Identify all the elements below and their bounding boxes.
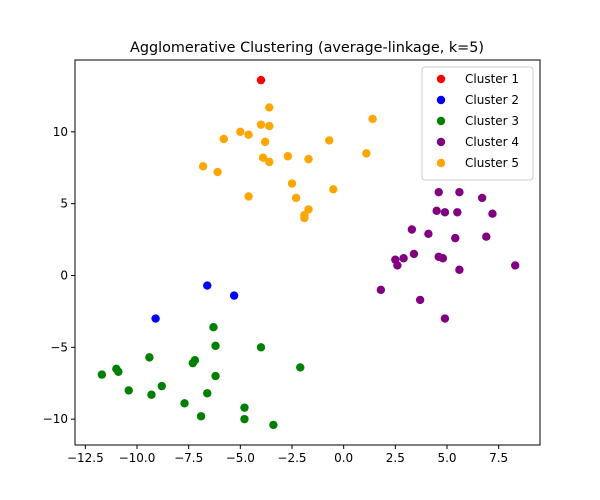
data-point (244, 130, 253, 139)
legend-label: Cluster 1 (465, 72, 519, 86)
x-tick-label: 5.0 (437, 451, 456, 465)
data-point (440, 314, 450, 323)
data-point (269, 420, 278, 430)
data-point (211, 341, 220, 351)
data-point (258, 153, 268, 162)
data-point (415, 295, 425, 305)
y-tick-label: 5 (60, 197, 68, 211)
data-point (196, 412, 206, 421)
x-tick-label: 2.5 (386, 451, 405, 465)
data-point (256, 120, 266, 129)
data-point (124, 386, 133, 395)
data-point (453, 208, 462, 217)
legend-marker (436, 137, 446, 147)
data-point (114, 367, 123, 376)
x-tick-label: 7.5 (489, 451, 508, 465)
data-point (296, 363, 305, 372)
data-point (265, 157, 274, 167)
data-point (325, 136, 334, 145)
data-point (432, 206, 441, 216)
plot-frame (74, 59, 541, 446)
legend: Cluster 1 Cluster 2 Cluster 3 Cluster 4 Clus… (421, 66, 534, 181)
x-axis: −12.5 −10.0 −7.5 −5.0 −2.5 0.0 2.5 5.0 7.5 (67, 445, 508, 465)
data-point (157, 381, 166, 391)
x-tick-label: 0.0 (334, 451, 353, 465)
data-point (256, 75, 266, 85)
data-point (287, 179, 297, 188)
data-point (362, 149, 371, 158)
data-point (488, 209, 497, 218)
data-point (188, 358, 197, 368)
data-point (376, 285, 386, 295)
x-tick-label: −7.5 (174, 451, 203, 465)
data-point (260, 137, 270, 147)
data-point (409, 249, 419, 259)
legend-marker (436, 158, 446, 168)
data-point (203, 281, 212, 290)
data-point (283, 152, 293, 161)
data-point (240, 414, 249, 424)
data-point (393, 261, 402, 270)
points-layer (97, 75, 520, 430)
x-tick-label: −2.5 (277, 451, 306, 465)
data-point (236, 127, 245, 137)
legend-label: Cluster 4 (465, 135, 519, 149)
data-point (219, 134, 228, 144)
data-point (244, 192, 253, 201)
data-point (203, 389, 212, 398)
y-tick-label: −5 (50, 340, 68, 354)
data-point (151, 314, 160, 323)
legend-marker (436, 95, 446, 105)
data-point (291, 193, 301, 203)
chart-title: Agglomerative Clustering (average-linkag… (130, 40, 484, 56)
data-point (198, 162, 208, 171)
data-point (407, 225, 417, 234)
data-point (455, 265, 464, 274)
data-point (240, 403, 249, 412)
legend-marker (436, 116, 446, 126)
y-tick-label: 10 (53, 125, 68, 139)
legend-marker (436, 74, 446, 84)
legend-label: Cluster 3 (465, 114, 519, 128)
y-axis: −10 −5 0 5 10 (43, 125, 75, 426)
data-point (451, 233, 460, 243)
data-point (209, 323, 218, 332)
data-point (424, 229, 433, 239)
data-point (438, 254, 448, 263)
data-point (440, 208, 450, 217)
data-point (265, 103, 274, 112)
data-point (147, 390, 156, 399)
data-point (97, 370, 107, 379)
legend-box (421, 66, 534, 181)
data-point (368, 114, 377, 124)
data-point (399, 254, 408, 263)
data-point (329, 185, 338, 194)
legend-label: Cluster 2 (465, 93, 519, 107)
data-point (256, 343, 266, 352)
data-point (304, 154, 313, 164)
data-point (145, 353, 154, 362)
data-point (180, 399, 189, 408)
data-point (300, 213, 309, 223)
data-point (229, 291, 239, 300)
x-tick-label: −10.0 (119, 451, 156, 465)
y-tick-label: 0 (60, 268, 68, 282)
data-point (434, 187, 443, 197)
data-point (211, 371, 220, 381)
data-point (455, 187, 464, 197)
data-point (477, 193, 487, 203)
data-point (511, 261, 520, 270)
x-tick-label: −12.5 (67, 451, 104, 465)
legend-label: Cluster 5 (465, 156, 519, 170)
x-tick-label: −5.0 (226, 451, 255, 465)
y-tick-label: −10 (43, 412, 68, 426)
data-point (213, 167, 222, 177)
data-point (265, 121, 274, 131)
data-point (482, 232, 491, 241)
